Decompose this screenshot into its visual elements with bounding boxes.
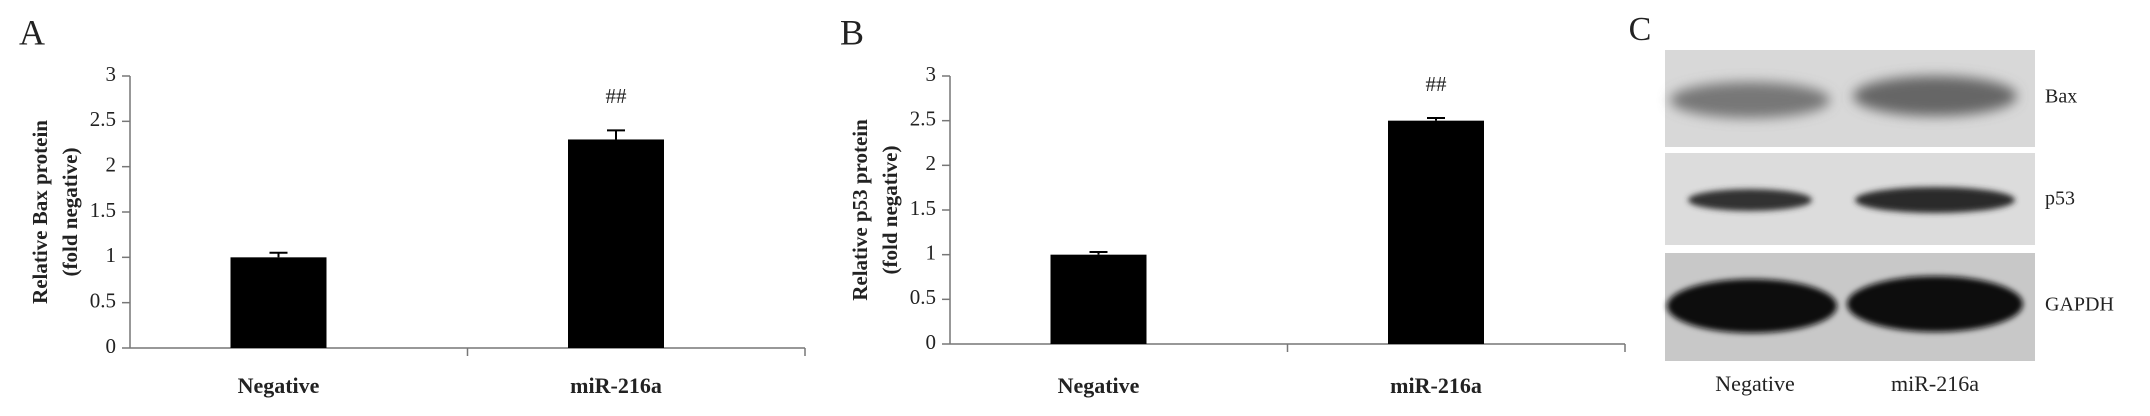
error-bar xyxy=(269,251,288,258)
blot-band xyxy=(1847,276,2023,332)
y-tick-label: 2.5 xyxy=(910,106,936,130)
y-tick-label: 0 xyxy=(926,330,937,354)
lane-label: Negative xyxy=(1715,371,1794,396)
x-tick-label: miR-216a xyxy=(1390,373,1482,398)
band-label: p53 xyxy=(2045,188,2075,210)
panel-label: C xyxy=(1629,11,1652,48)
error-bar xyxy=(1427,116,1445,121)
y-tick-label: 0 xyxy=(106,334,117,358)
y-tick-label: 3 xyxy=(106,62,117,86)
bar xyxy=(568,139,664,348)
y-axis-label: (fold negative) xyxy=(878,146,902,275)
blot-band xyxy=(1855,187,2015,213)
y-tick-label: 2 xyxy=(106,152,117,176)
band-label: Bax xyxy=(2045,86,2077,108)
y-axis-label: Relative p53 protein xyxy=(848,119,872,301)
significance-label: ## xyxy=(1426,72,1448,96)
error-bar xyxy=(1089,250,1108,255)
bar xyxy=(1388,120,1484,345)
y-axis-label: (fold negative) xyxy=(58,148,82,277)
blot-band xyxy=(1670,82,1830,118)
y-tick-label: 1.5 xyxy=(90,198,116,222)
error-bar xyxy=(607,129,625,140)
x-tick-label: Negative xyxy=(238,373,320,398)
y-tick-label: 2.5 xyxy=(90,107,116,131)
bar xyxy=(230,257,327,348)
chart: A Relative Bax protein (fold negative) 0 0.5… xyxy=(19,12,806,398)
y-tick-label: 1 xyxy=(926,240,937,264)
panel-label: A xyxy=(19,12,45,52)
significance-label: ## xyxy=(606,84,628,108)
y-tick-label: 0.5 xyxy=(910,285,936,309)
y-tick-label: 3 xyxy=(926,62,937,86)
y-tick-label: 2 xyxy=(926,151,937,175)
x-tick-label: Negative xyxy=(1058,373,1140,398)
band-label: GAPDH xyxy=(2045,294,2114,316)
lane-label: miR-216a xyxy=(1891,371,1979,396)
y-tick-label: 1 xyxy=(106,243,117,267)
y-axis-label: Relative Bax protein xyxy=(28,120,52,304)
blot-band xyxy=(1688,189,1812,211)
chart: B Relative p53 protein (fold negative) 0 0.5… xyxy=(840,12,1626,398)
blot-panel: C Bax p53 GAPDH Negative miR-216a xyxy=(1629,11,2114,396)
y-tick-label: 0.5 xyxy=(90,288,116,312)
blot-band xyxy=(1667,279,1837,333)
bar xyxy=(1050,254,1147,344)
blot-band xyxy=(1853,76,2017,116)
y-tick-label: 1.5 xyxy=(910,196,936,220)
panel-label: B xyxy=(840,12,864,52)
x-tick-label: miR-216a xyxy=(570,373,662,398)
